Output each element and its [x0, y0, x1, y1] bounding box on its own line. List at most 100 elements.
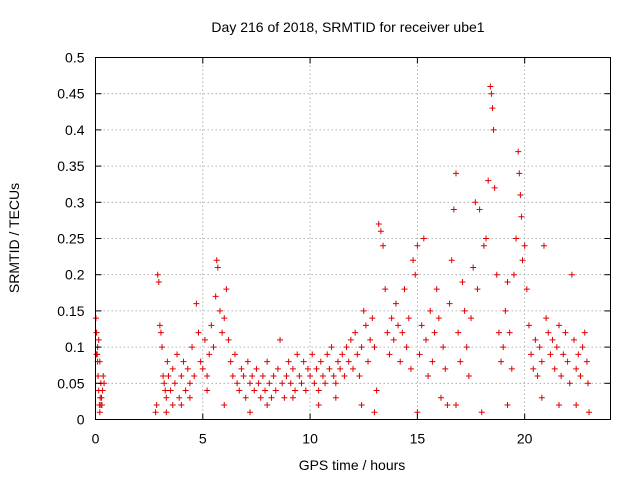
data-point — [513, 235, 520, 242]
data-point — [453, 170, 459, 177]
data-point — [216, 307, 223, 314]
data-point — [523, 286, 530, 293]
data-point — [317, 358, 324, 365]
data-point — [182, 387, 189, 394]
data-point — [337, 365, 344, 372]
data-point — [528, 351, 535, 358]
data-point — [498, 358, 505, 365]
data-point — [521, 242, 528, 249]
data-point — [536, 344, 543, 351]
data-point — [551, 365, 558, 372]
data-point — [255, 380, 262, 387]
data-point — [300, 358, 307, 365]
data-point — [204, 387, 211, 394]
data-point — [285, 358, 292, 365]
data-point — [242, 394, 249, 401]
y-tick-label: 0.35 — [57, 158, 84, 174]
data-point — [152, 409, 159, 416]
data-point — [339, 351, 346, 358]
data-point — [268, 394, 275, 401]
data-point — [231, 351, 238, 358]
data-point — [219, 329, 226, 336]
data-point — [480, 242, 487, 249]
data-point — [474, 286, 481, 293]
data-point — [560, 351, 567, 358]
data-point — [221, 315, 228, 322]
data-point — [247, 380, 253, 387]
data-point — [392, 300, 399, 307]
data-point — [347, 336, 354, 343]
data-point — [549, 336, 556, 343]
data-point — [564, 358, 571, 365]
data-point — [571, 336, 578, 343]
data-point — [399, 329, 406, 336]
data-point — [556, 402, 562, 409]
data-point — [395, 322, 402, 329]
data-point — [375, 221, 382, 228]
data-point — [459, 278, 466, 285]
grid-layer — [95, 57, 611, 420]
data-point — [350, 365, 356, 372]
data-point — [174, 351, 181, 358]
data-point — [93, 351, 100, 358]
x-tick-label: 10 — [302, 431, 318, 447]
data-point — [223, 286, 230, 293]
data-point — [199, 365, 206, 372]
data-point — [429, 358, 436, 365]
data-point — [465, 373, 472, 380]
data-point — [525, 322, 532, 329]
data-point — [388, 315, 395, 322]
data-point — [343, 344, 350, 351]
data-point — [162, 387, 169, 394]
data-point — [420, 235, 427, 242]
data-point — [356, 373, 363, 380]
data-point — [264, 358, 271, 365]
data-point — [324, 351, 331, 358]
data-point — [543, 315, 550, 322]
data-point — [410, 257, 417, 264]
data-point — [504, 402, 511, 409]
data-point — [504, 278, 511, 285]
chart-title: Day 216 of 2018, SRMTID for receiver ube… — [211, 19, 484, 35]
data-point — [153, 402, 160, 409]
data-point — [95, 373, 102, 380]
data-point — [369, 315, 376, 322]
data-point — [201, 336, 208, 343]
data-point — [586, 409, 593, 416]
data-point — [581, 329, 588, 336]
data-point — [516, 170, 523, 177]
x-tick-label: 15 — [410, 431, 426, 447]
data-point — [405, 315, 412, 322]
data-point — [156, 322, 163, 329]
data-point — [553, 344, 560, 351]
data-point — [508, 365, 515, 372]
data-point — [412, 271, 419, 278]
data-point — [279, 380, 286, 387]
data-point — [442, 365, 449, 372]
data-point — [160, 373, 167, 380]
data-point — [334, 358, 341, 365]
data-point — [510, 271, 517, 278]
data-point — [257, 394, 264, 401]
data-point — [289, 365, 296, 372]
data-point — [517, 192, 524, 199]
data-point — [461, 307, 468, 314]
data-point — [380, 242, 387, 249]
data-point — [298, 380, 305, 387]
data-point — [500, 344, 507, 351]
data-point — [377, 228, 384, 235]
data-point — [431, 329, 438, 336]
data-point — [213, 257, 220, 264]
y-tick-label: 0 — [77, 412, 85, 428]
data-point — [197, 358, 204, 365]
data-point — [169, 402, 176, 409]
data-point — [214, 264, 221, 271]
data-point — [495, 329, 502, 336]
y-tick-label: 0.25 — [57, 231, 84, 247]
data-point — [532, 336, 539, 343]
data-point — [274, 365, 281, 372]
data-point — [101, 380, 108, 387]
data-point — [193, 300, 200, 307]
data-point — [238, 365, 245, 372]
data-point — [478, 409, 485, 416]
